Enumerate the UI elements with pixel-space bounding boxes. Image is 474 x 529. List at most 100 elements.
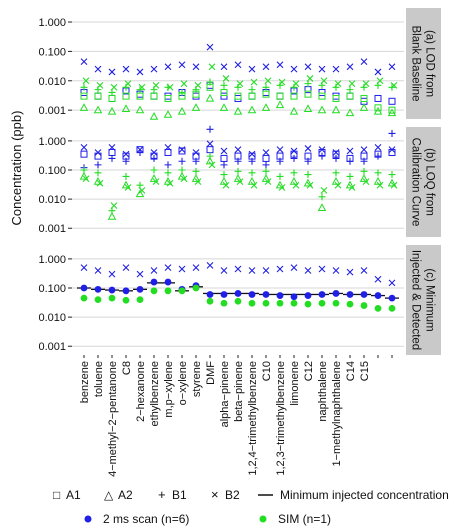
y-tick-label: 0.001 — [38, 223, 66, 235]
data-point — [177, 106, 187, 115]
data-point — [166, 83, 174, 91]
series-3 — [80, 140, 396, 158]
data-point — [262, 161, 270, 169]
data-point — [374, 275, 382, 283]
data-point — [206, 83, 214, 91]
data-point — [150, 65, 158, 73]
data-point — [264, 77, 272, 85]
data-point — [150, 154, 158, 162]
panel-background — [72, 127, 404, 237]
data-point — [122, 65, 130, 73]
data-point — [136, 68, 144, 76]
x-tick-label: C15 — [359, 361, 371, 381]
data-point — [304, 171, 312, 179]
data-point — [205, 93, 215, 102]
x-tick-label: alpha−pinene — [219, 361, 231, 427]
x-tick-label: 1−methylnaphthalene — [331, 361, 343, 467]
x-tick-label: C12 — [303, 361, 315, 381]
data-point — [318, 265, 326, 273]
data-point — [290, 293, 298, 301]
data-point — [164, 94, 172, 102]
data-point — [82, 77, 90, 85]
data-point — [150, 92, 158, 100]
data-point — [320, 186, 328, 194]
data-point — [222, 75, 230, 82]
data-point — [276, 157, 284, 165]
legend-b2-symbol: × — [211, 487, 219, 502]
data-point — [388, 279, 396, 287]
data-point — [289, 176, 299, 185]
data-point — [80, 294, 88, 302]
series-6 — [82, 161, 398, 209]
data-point — [152, 178, 160, 185]
data-point — [262, 167, 270, 175]
x-tick-label: 1,2,4−trimethylbenzene — [247, 361, 259, 476]
data-point — [388, 63, 396, 71]
data-point — [278, 78, 286, 86]
data-point — [79, 171, 89, 180]
data-point — [360, 94, 368, 102]
panel-background — [72, 8, 404, 119]
data-point — [108, 143, 116, 151]
data-point — [108, 207, 116, 215]
panel-strip — [406, 127, 441, 237]
y-tick-label: 1.000 — [38, 17, 66, 29]
data-point — [178, 147, 186, 155]
data-point — [192, 157, 200, 165]
data-point — [122, 92, 130, 100]
data-point — [96, 179, 104, 187]
data-point — [346, 147, 354, 155]
data-point — [136, 270, 144, 278]
data-point — [376, 77, 384, 85]
data-point — [348, 184, 356, 191]
data-point — [178, 146, 186, 154]
panel-label: (b) LOQ fromCalibration Curve — [410, 138, 436, 227]
data-point — [122, 296, 130, 304]
data-point — [219, 103, 229, 111]
data-point — [262, 83, 270, 91]
data-point — [276, 92, 284, 100]
data-point — [178, 157, 186, 165]
data-point — [164, 264, 172, 272]
data-point — [317, 105, 327, 114]
data-point — [164, 148, 172, 156]
data-point — [164, 63, 172, 71]
data-point — [289, 106, 299, 115]
data-point — [93, 176, 103, 185]
data-point — [108, 270, 116, 278]
data-point — [150, 166, 158, 174]
data-point — [262, 149, 270, 156]
data-point — [262, 63, 270, 71]
x-tick-label: limonene — [289, 361, 301, 406]
y-tick-label: 0.001 — [38, 341, 66, 353]
data-point — [360, 58, 368, 65]
data-point — [220, 81, 228, 89]
data-point — [388, 129, 396, 137]
data-point — [124, 184, 132, 191]
data-point — [220, 161, 228, 169]
data-point — [149, 174, 159, 182]
data-point — [248, 299, 256, 307]
data-point — [93, 105, 103, 114]
data-point — [264, 178, 272, 185]
data-point — [276, 265, 284, 273]
data-point — [303, 178, 313, 187]
data-point — [360, 146, 368, 154]
x-tick-label: DMF — [205, 361, 217, 385]
data-point — [220, 291, 228, 298]
data-point — [208, 63, 216, 71]
legend-2ms-scan-swatch — [84, 515, 92, 523]
data-point — [108, 88, 116, 96]
panel-label-line: Calibration Curve — [410, 138, 422, 227]
data-point — [94, 65, 102, 73]
panel-label-line: (a) LOD from — [424, 30, 436, 97]
data-point — [124, 80, 132, 88]
data-point — [261, 174, 271, 182]
data-point — [234, 157, 242, 165]
data-point — [346, 300, 354, 308]
data-point — [346, 172, 354, 180]
legend-sim-swatch — [259, 515, 267, 523]
data-point — [304, 90, 312, 98]
data-point — [306, 75, 314, 82]
x-tick-label: toluene — [93, 361, 105, 397]
